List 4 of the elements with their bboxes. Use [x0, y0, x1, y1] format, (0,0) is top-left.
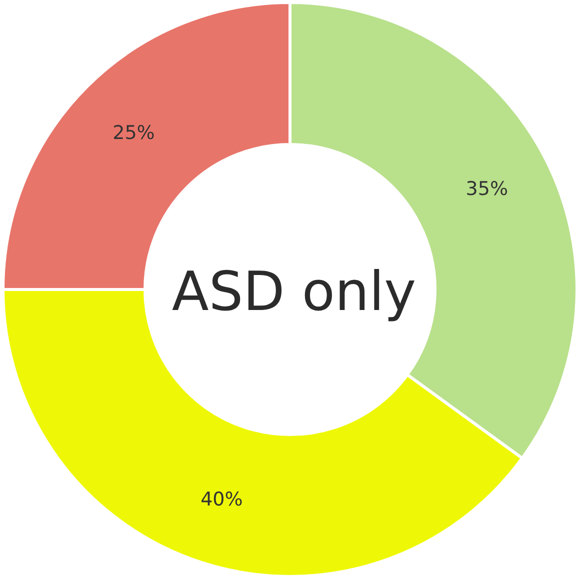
data-label: 35% [466, 178, 508, 200]
data-label: 40% [200, 488, 243, 511]
text: ASD only [172, 260, 416, 323]
data-label: 25% [112, 122, 155, 144]
